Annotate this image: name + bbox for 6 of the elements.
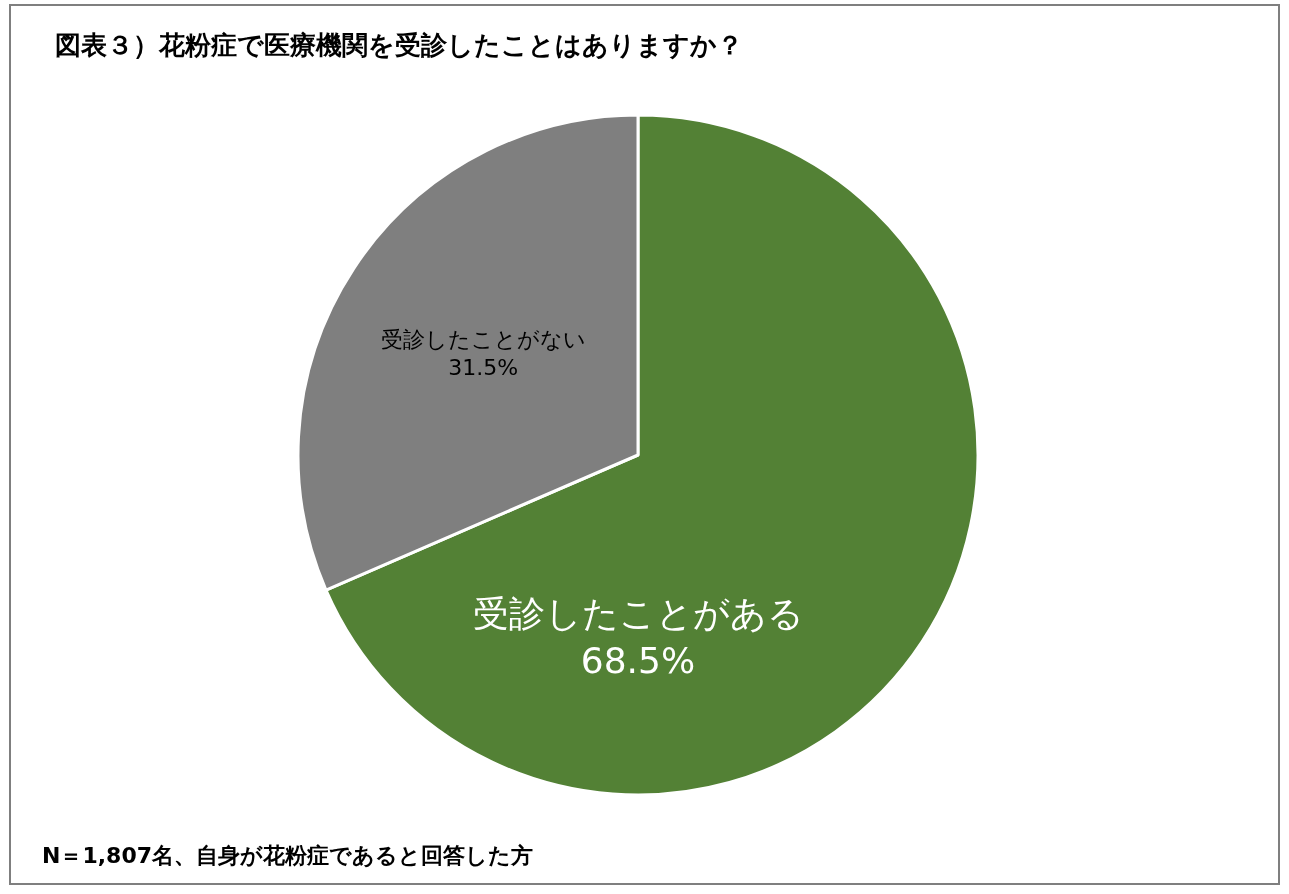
chart-title: 図表３）花粉症で医療機関を受診したことはありますか？ [55, 30, 743, 61]
slice-label: 受診したことがある [472, 592, 804, 634]
slice-label: 受診したことがない [380, 326, 586, 352]
data-label: 31.5% [448, 355, 519, 381]
data-label: 68.5% [580, 639, 696, 681]
text: N＝1,807名、自身が花粉症であると回答した方 [42, 843, 533, 868]
